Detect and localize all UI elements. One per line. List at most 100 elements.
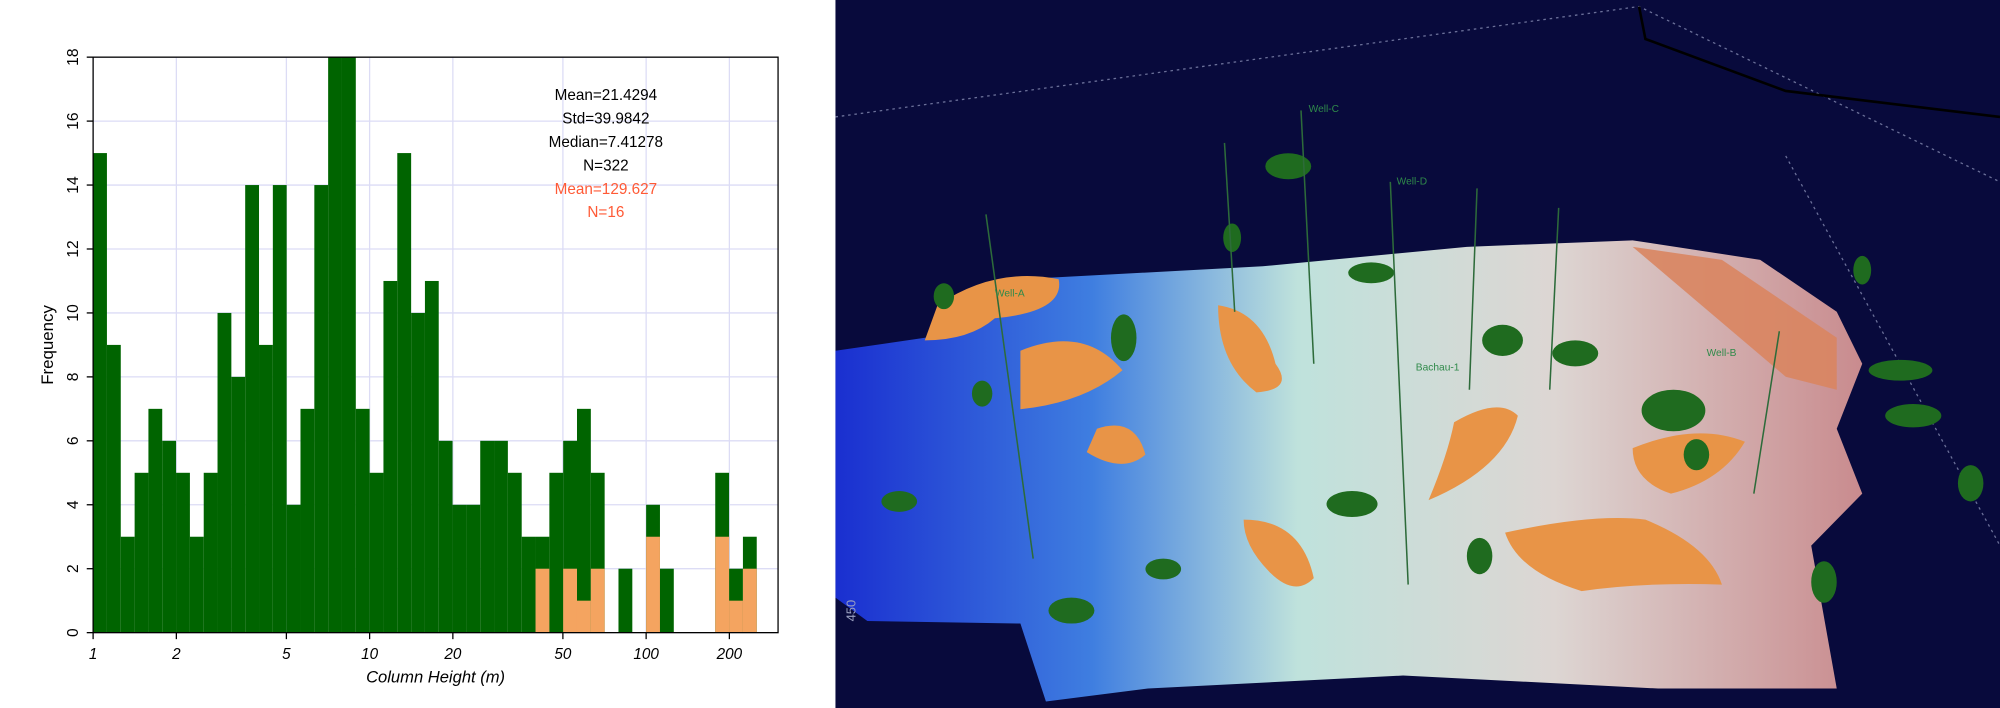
histogram-bar: [245, 185, 260, 633]
well-label: Bachau-1: [1416, 362, 1460, 373]
histogram-bar: [272, 185, 287, 633]
histogram-bar: [217, 312, 232, 633]
histogram-bar: [106, 344, 121, 633]
histogram-bar: [521, 536, 536, 633]
histogram-bar: [93, 153, 107, 633]
histogram-bar: [231, 376, 246, 633]
green-blobs: [881, 153, 1984, 624]
histogram-bar: [176, 472, 190, 633]
y-tick-label: 18: [65, 48, 82, 65]
histogram-bar: [507, 472, 522, 633]
blob: [933, 283, 955, 310]
well-path: [985, 214, 1034, 559]
blob: [1885, 404, 1942, 428]
x-axis-label: Column Height (m): [366, 667, 505, 686]
y-axis-label: Frequency: [38, 304, 57, 384]
histogram-bar: [424, 280, 439, 633]
y-tick-label: 16: [65, 112, 82, 129]
histogram-bar: [411, 312, 425, 633]
histogram-bar: [134, 472, 149, 633]
well-label: Well-D: [1397, 177, 1427, 188]
y-tick-label: 8: [65, 373, 82, 382]
histogram-bar: [729, 600, 743, 633]
histogram-bar: [286, 504, 301, 633]
histogram-bar: [120, 536, 135, 633]
y-tick-label: 2: [65, 564, 82, 573]
prospect: [1428, 407, 1518, 501]
histogram-bar: [563, 568, 577, 633]
y-tick-label: 4: [65, 500, 82, 509]
x-tick-label: 200: [716, 646, 743, 663]
y-tick-label: 0: [65, 628, 82, 637]
blob: [1957, 465, 1984, 502]
blob: [881, 491, 918, 512]
histogram-bar: [618, 568, 633, 633]
blob: [1868, 359, 1933, 381]
histogram-bar: [646, 536, 660, 633]
y-tick-label: 12: [65, 240, 82, 257]
x-tick-label: 100: [633, 646, 659, 663]
well-path: [1548, 207, 1560, 390]
prospect: [924, 276, 1060, 341]
stat-annotation: Std=39.9842: [562, 111, 649, 128]
x-tick-label: 20: [443, 646, 461, 663]
histogram-bar: [590, 568, 605, 633]
blob: [1145, 558, 1182, 580]
scene-3d: Well-A Bachau-1 Well-B Well-C Well-D 450: [835, 0, 2000, 708]
blob: [1265, 153, 1312, 180]
histogram-bar: [369, 472, 384, 633]
blob: [1110, 314, 1137, 362]
blob: [971, 380, 993, 407]
blob: [1048, 597, 1095, 624]
blob: [1326, 491, 1378, 518]
prospect: [1243, 519, 1314, 587]
histogram-bar: [328, 57, 342, 633]
stat-annotation: Mean=21.4294: [555, 87, 658, 104]
x-tick-label: 1: [89, 646, 98, 663]
stat-annotation: N=16: [587, 204, 624, 221]
well-path: [1300, 110, 1315, 364]
stat-annotation: Median=7.41278: [549, 134, 663, 151]
x-tick-label: 2: [171, 646, 181, 663]
well-path: [1753, 331, 1781, 494]
y-tick-label: 6: [65, 436, 82, 445]
x-tick-label: 50: [554, 646, 571, 663]
histogram-bar: [742, 568, 757, 633]
well-paths: [985, 110, 1781, 585]
outline-line: [1637, 6, 2000, 119]
histogram-bar: [189, 536, 204, 633]
plot-frame: [92, 56, 779, 634]
y-tick-label: 14: [65, 176, 82, 194]
histogram-bar: [314, 185, 329, 633]
blob: [1348, 262, 1395, 284]
histogram-bar: [397, 153, 412, 633]
blob: [1223, 223, 1242, 253]
histogram-bar: [148, 408, 163, 633]
x-tick-label: 5: [282, 646, 291, 663]
histogram-bar: [576, 600, 591, 633]
blob: [1466, 537, 1493, 575]
x-tick-label: 10: [361, 646, 378, 663]
histogram-bar: [576, 408, 591, 633]
histogram-bar: [549, 472, 564, 633]
prospect: [1505, 518, 1722, 592]
blob: [1552, 340, 1599, 367]
histogram-bar: [494, 440, 508, 633]
histogram-bar: [341, 57, 356, 633]
well-labels: Well-A Bachau-1 Well-B Well-C Well-D: [995, 104, 1737, 374]
stat-annotation: Mean=129.627: [555, 181, 657, 198]
well-path: [1223, 142, 1236, 312]
histogram-bar: [452, 504, 467, 633]
well-label: Well-C: [1309, 104, 1340, 115]
stat-annotation: N=322: [583, 157, 628, 174]
histogram-bar: [535, 568, 550, 633]
blob: [1683, 439, 1710, 471]
well-path: [1468, 188, 1478, 390]
histogram-bar: [203, 472, 218, 633]
scene-axis-label: 450: [844, 600, 859, 622]
blob: [1853, 255, 1872, 285]
histogram-bar: [659, 568, 674, 633]
